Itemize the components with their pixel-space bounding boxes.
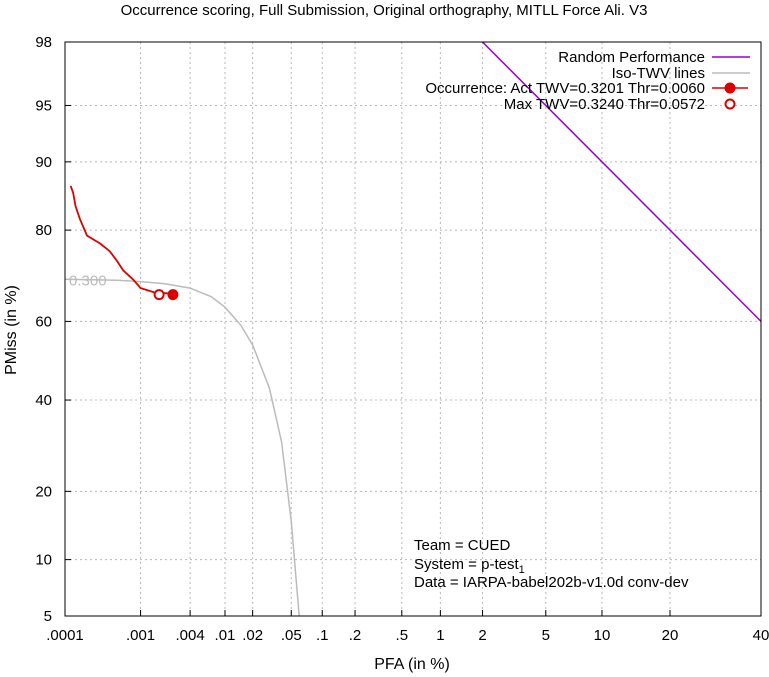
x-axis-label: PFA (in %) <box>374 656 450 673</box>
chart-title: Occurrence scoring, Full Submission, Ori… <box>121 2 648 19</box>
x-tick-label: .001 <box>126 627 155 644</box>
series-group: 0.300 <box>65 42 761 616</box>
x-tick-label: .5 <box>396 627 409 644</box>
x-tick-label: .004 <box>176 627 205 644</box>
x-tick-label: .1 <box>316 627 329 644</box>
x-tick-label: 2 <box>478 627 486 644</box>
act-twv-marker <box>167 289 179 301</box>
annotation-line: Data = IARPA-babel202b-v1.0d conv-dev <box>414 574 689 591</box>
y-tick-label: 20 <box>35 483 52 500</box>
legend-swatch-marker <box>724 98 736 110</box>
annotation-line: Team = CUED <box>414 537 510 554</box>
x-tick-label: .02 <box>242 627 263 644</box>
legend-label: Occurrence: Act TWV=0.3201 Thr=0.0060 <box>425 80 705 97</box>
x-tick-label: 1 <box>436 627 444 644</box>
occurrence-line <box>69 185 173 295</box>
x-tick-label: .0001 <box>46 627 84 644</box>
random-performance-line <box>481 42 761 322</box>
x-tick-label: 5 <box>542 627 550 644</box>
x-tick-labels: .0001 .001 .004 .01 .02 .05 .1 .2 .5 1 2 5 10 20 40 <box>46 627 769 644</box>
y-tick-label: 60 <box>35 313 52 330</box>
iso-twv-value-label: 0.300 <box>69 272 107 289</box>
legend-label: Max TWV=0.3240 Thr=0.0572 <box>504 96 705 113</box>
x-tick-label: .2 <box>349 627 362 644</box>
y-tick-label: 95 <box>35 97 52 114</box>
y-tick-label: 40 <box>35 392 52 409</box>
x-tick-label: 40 <box>753 627 769 644</box>
legend-label: Random Performance <box>558 49 705 66</box>
max-twv-marker <box>153 289 165 301</box>
y-tick-label: 5 <box>44 608 52 625</box>
legend-label: Iso-TWV lines <box>612 65 705 82</box>
iso-twv-lines-line <box>65 278 300 616</box>
y-tick-label: 90 <box>35 154 52 171</box>
annotation-line: System = p-test1 <box>414 556 525 576</box>
plot-area: 0.300 <box>65 42 761 616</box>
y-tick-labels: 5 10 20 40 60 80 90 95 98 <box>35 34 52 625</box>
legend-swatch-marker <box>724 82 736 94</box>
x-tick-label: 10 <box>594 627 611 644</box>
annotation-subscript: 1 <box>519 564 525 576</box>
grid-lines <box>64 41 762 617</box>
y-tick-label: 98 <box>35 34 52 51</box>
x-tick-label: 20 <box>662 627 679 644</box>
plot-frame <box>64 41 762 617</box>
y-axis-label: PMiss (in %) <box>3 285 20 375</box>
x-tick-label: .05 <box>281 627 302 644</box>
y-tick-label: 10 <box>35 552 52 569</box>
x-tick-label: .01 <box>215 627 236 644</box>
y-tick-label: 80 <box>35 222 52 239</box>
